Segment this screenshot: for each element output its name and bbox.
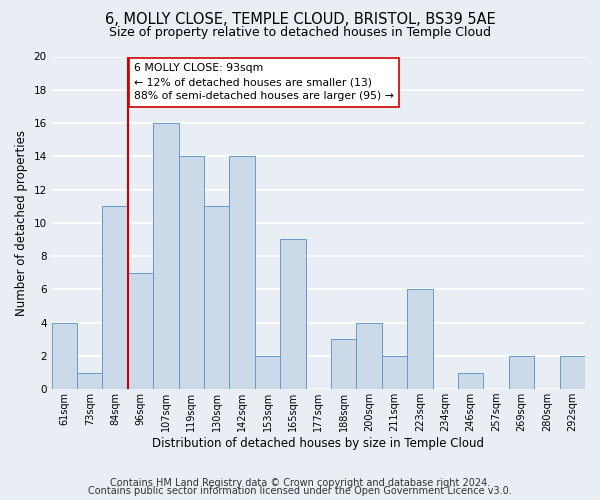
Bar [255,356,280,389]
Bar [458,372,484,389]
Bar [407,290,433,389]
X-axis label: Distribution of detached houses by size in Temple Cloud: Distribution of detached houses by size … [152,437,484,450]
Bar [204,206,229,389]
Bar [560,356,585,389]
Bar [128,272,153,389]
Bar [52,322,77,389]
Text: 6, MOLLY CLOSE, TEMPLE CLOUD, BRISTOL, BS39 5AE: 6, MOLLY CLOSE, TEMPLE CLOUD, BRISTOL, B… [104,12,496,28]
Bar [509,356,534,389]
Bar [382,356,407,389]
Bar [229,156,255,389]
Text: Contains public sector information licensed under the Open Government Licence v3: Contains public sector information licen… [88,486,512,496]
Bar [280,240,305,389]
Text: Contains HM Land Registry data © Crown copyright and database right 2024.: Contains HM Land Registry data © Crown c… [110,478,490,488]
Text: Size of property relative to detached houses in Temple Cloud: Size of property relative to detached ho… [109,26,491,39]
Bar [77,372,103,389]
Y-axis label: Number of detached properties: Number of detached properties [15,130,28,316]
Text: 6 MOLLY CLOSE: 93sqm
← 12% of detached houses are smaller (13)
88% of semi-detac: 6 MOLLY CLOSE: 93sqm ← 12% of detached h… [134,63,394,101]
Bar [331,340,356,389]
Bar [179,156,204,389]
Bar [153,123,179,389]
Bar [356,322,382,389]
Bar [103,206,128,389]
